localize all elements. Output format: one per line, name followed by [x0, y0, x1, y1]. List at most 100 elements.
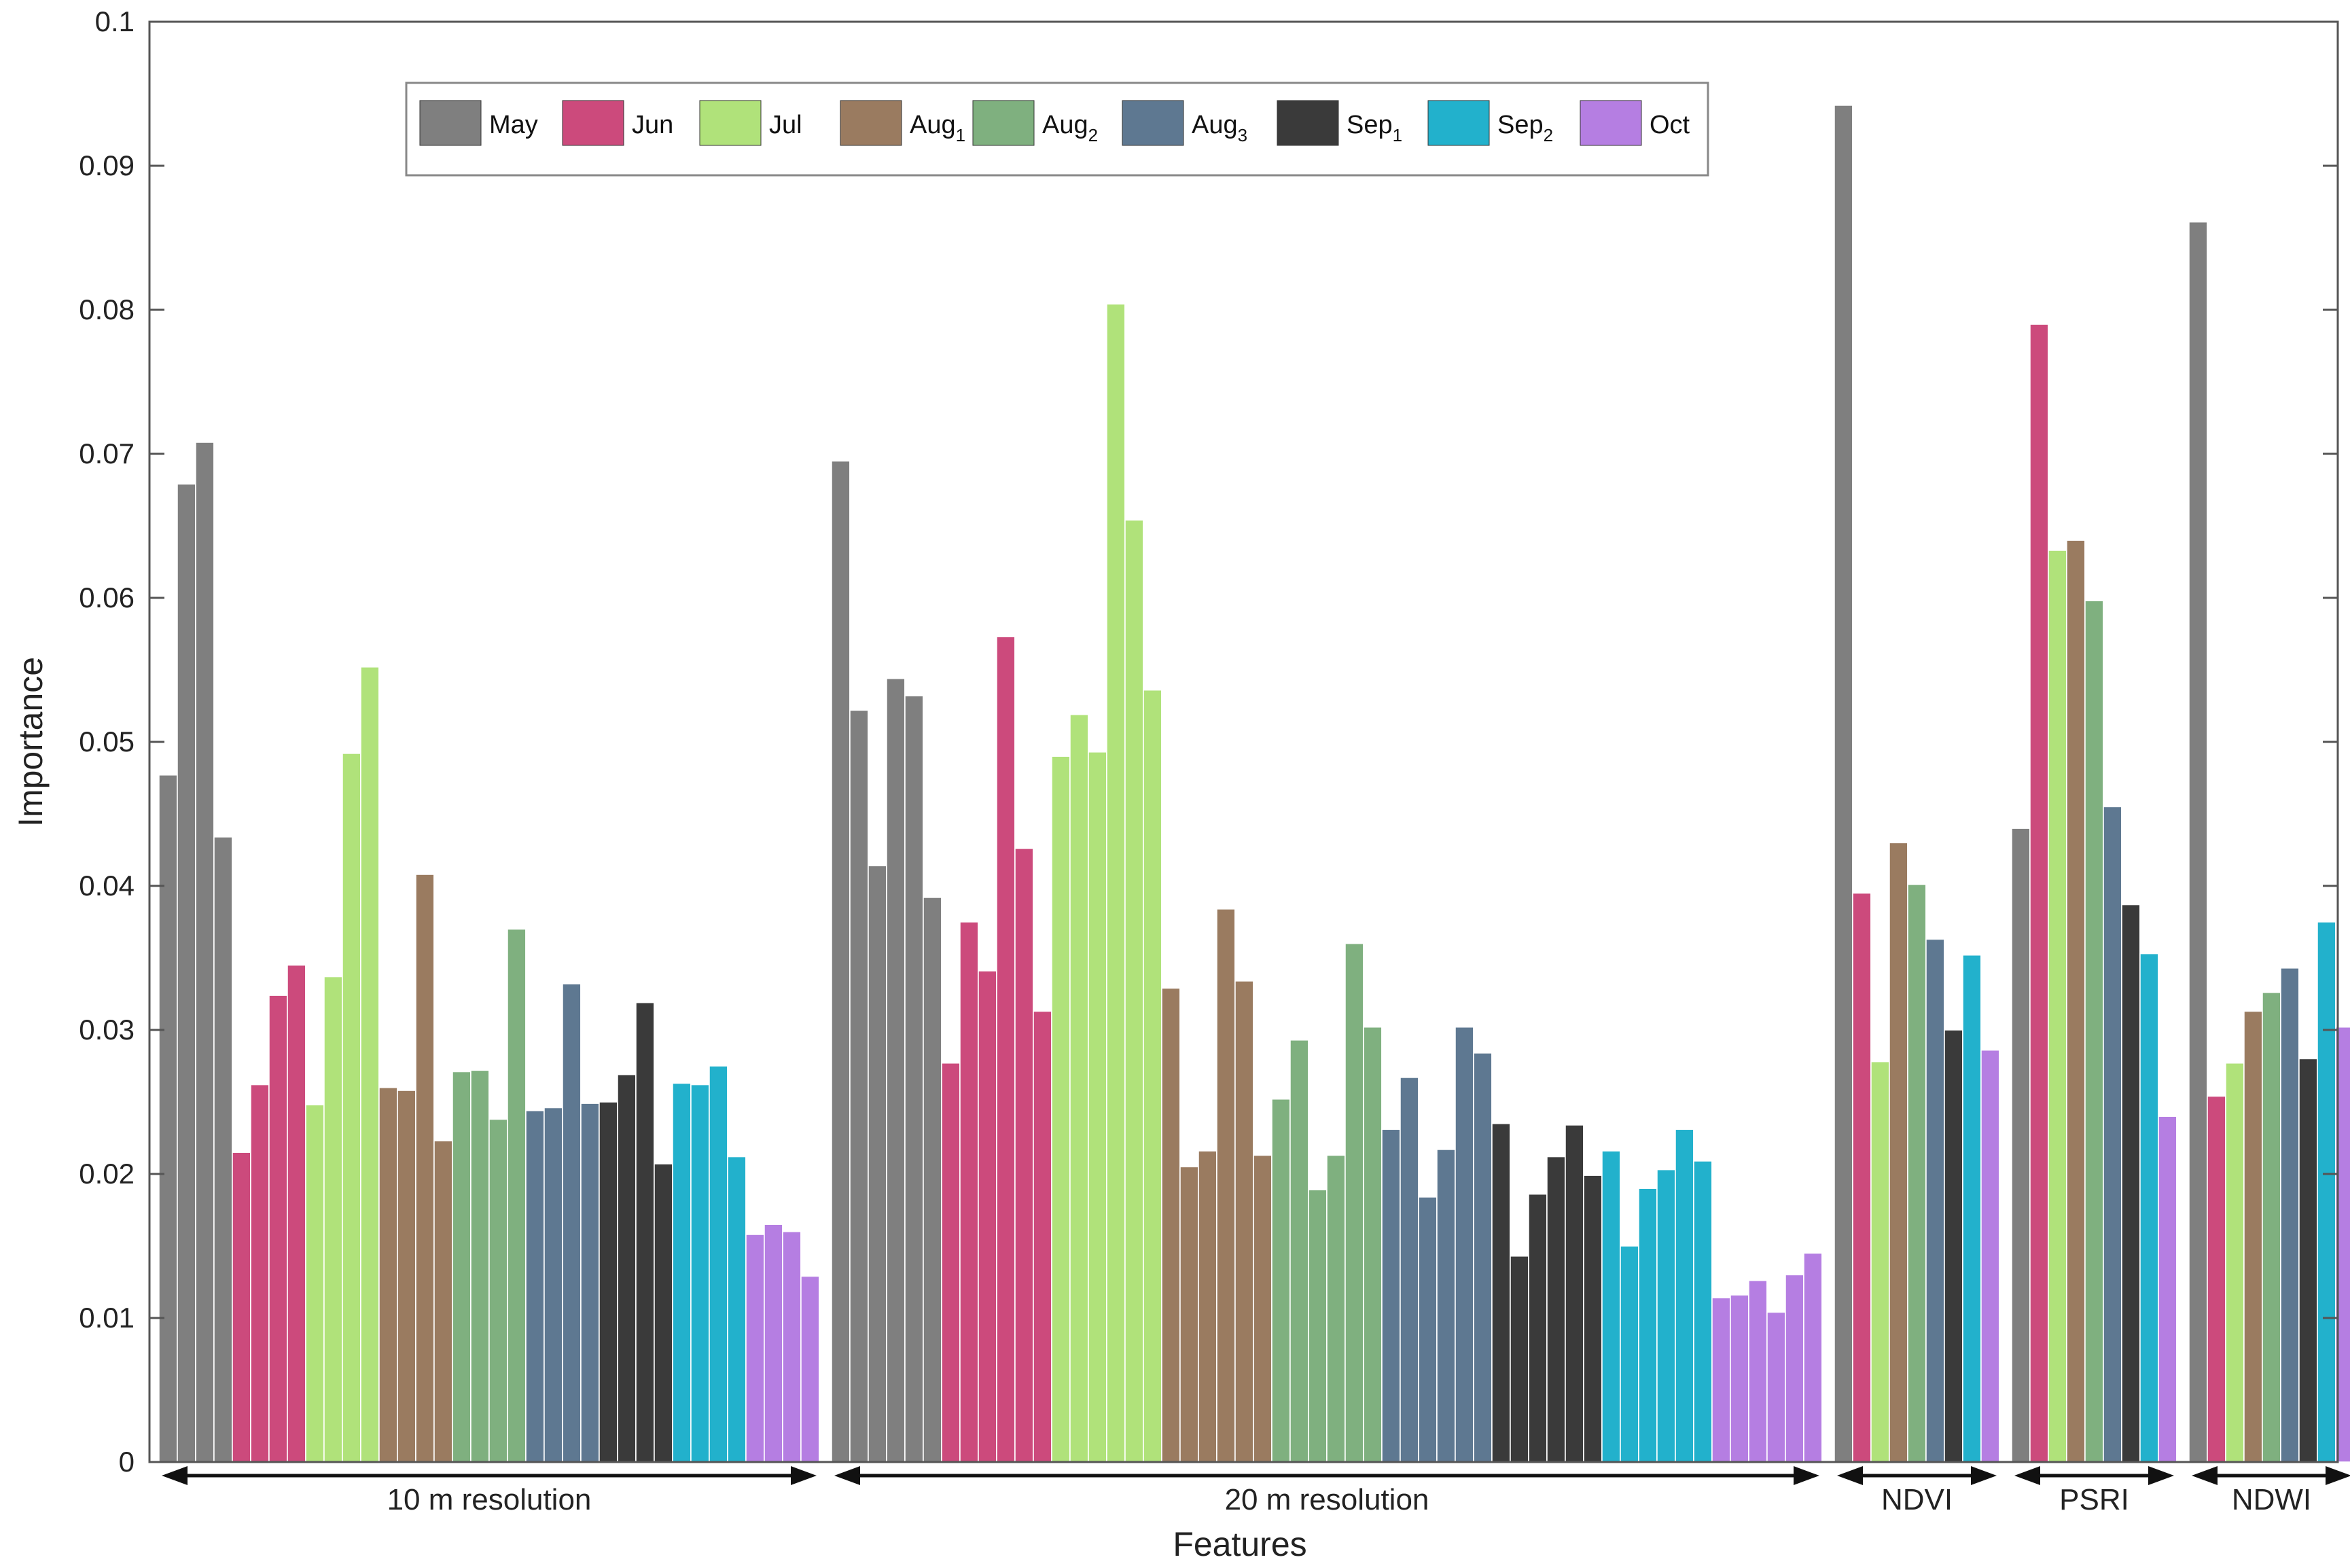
y-tick-label: 0.05 — [79, 726, 135, 758]
bar-ndvi-aug3-1 — [1925, 938, 1945, 1463]
y-tick-label: 0.01 — [79, 1302, 135, 1334]
range-arrowhead-left-10-m-resolution — [162, 1466, 188, 1485]
range-arrowhead-left-psri — [2014, 1466, 2040, 1485]
bar-20-m-resolution-jun-3 — [978, 970, 997, 1463]
bar-10-m-resolution-sep1-4 — [654, 1163, 673, 1463]
bar-psri-sep1-1 — [2121, 904, 2141, 1463]
bar-ndwi-jul-1 — [2225, 1063, 2245, 1463]
bar-20-m-resolution-jul-3 — [1088, 751, 1107, 1463]
bar-10-m-resolution-jul-4 — [360, 666, 380, 1463]
bar-10-m-resolution-may-3 — [195, 442, 215, 1463]
bar-10-m-resolution-aug2-2 — [470, 1069, 490, 1463]
bar-10-m-resolution-aug2-1 — [452, 1071, 471, 1463]
bar-20-m-resolution-jul-2 — [1069, 713, 1089, 1463]
legend-swatch-jul — [699, 100, 762, 146]
bar-10-m-resolution-may-2 — [177, 483, 196, 1463]
bar-psri-aug3-1 — [2103, 806, 2122, 1463]
range-arrowhead-right-psri — [2148, 1466, 2174, 1485]
bar-10-m-resolution-aug2-3 — [488, 1118, 508, 1463]
y-axis-title: Importance — [12, 657, 50, 827]
bar-10-m-resolution-jul-3 — [342, 753, 361, 1463]
bar-20-m-resolution-oct-6 — [1803, 1252, 1823, 1463]
bar-20-m-resolution-aug2-5 — [1345, 943, 1364, 1463]
range-label-psri: PSRI — [2059, 1483, 2129, 1516]
bar-20-m-resolution-aug3-4 — [1436, 1149, 1456, 1463]
bar-psri-may-1 — [2011, 827, 2031, 1463]
legend-swatch-aug2 — [972, 100, 1035, 146]
bar-ndwi-sep1-1 — [2298, 1058, 2318, 1463]
bar-ndwi-oct-1 — [2335, 1027, 2350, 1463]
bar-20-m-resolution-sep1-1 — [1491, 1123, 1511, 1463]
bar-10-m-resolution-jul-2 — [323, 976, 343, 1463]
bar-20-m-resolution-aug1-1 — [1161, 987, 1181, 1463]
bar-ndvi-sep2-1 — [1962, 955, 1982, 1463]
bar-20-m-resolution-jun-1 — [941, 1063, 961, 1463]
bar-20-m-resolution-may-2 — [849, 709, 869, 1463]
bar-10-m-resolution-aug1-3 — [415, 874, 435, 1463]
bar-20-m-resolution-aug2-2 — [1289, 1039, 1309, 1463]
legend-swatch-oct — [1580, 100, 1642, 146]
bar-20-m-resolution-oct-5 — [1785, 1274, 1804, 1463]
bar-20-m-resolution-jun-2 — [959, 921, 979, 1463]
bar-ndvi-jul-1 — [1870, 1061, 1890, 1463]
range-arrowhead-left-20-m-resolution — [834, 1466, 860, 1485]
bar-20-m-resolution-sep2-2 — [1620, 1245, 1639, 1463]
bar-20-m-resolution-oct-4 — [1766, 1311, 1786, 1463]
bar-psri-aug2-1 — [2084, 600, 2104, 1463]
bar-20-m-resolution-aug3-5 — [1455, 1027, 1474, 1463]
y-tick-label: 0.02 — [79, 1158, 135, 1190]
bars-layer — [158, 105, 2350, 1463]
legend-label-jun: Jun — [632, 111, 673, 139]
bar-ndvi-may-1 — [1834, 105, 1853, 1463]
legend-swatch-may — [419, 100, 482, 146]
bar-20-m-resolution-aug2-6 — [1363, 1027, 1383, 1463]
y-tick-label: 0.03 — [79, 1014, 135, 1046]
range-arrowhead-right-ndvi — [1971, 1466, 1997, 1485]
bar-20-m-resolution-oct-3 — [1748, 1280, 1768, 1463]
bar-20-m-resolution-jul-1 — [1051, 755, 1071, 1463]
bar-10-m-resolution-aug1-4 — [433, 1140, 453, 1463]
y-tick-label: 0.1 — [95, 5, 135, 37]
bar-20-m-resolution-aug3-1 — [1381, 1128, 1401, 1463]
bar-10-m-resolution-oct-1 — [745, 1234, 765, 1463]
bar-20-m-resolution-oct-1 — [1711, 1297, 1731, 1463]
range-arrowhead-left-ndvi — [1837, 1466, 1863, 1485]
y-tick-label: 0.08 — [79, 293, 135, 325]
legend-swatch-aug3 — [1122, 100, 1184, 146]
range-label-ndvi: NDVI — [1881, 1483, 1953, 1516]
bar-20-m-resolution-aug1-6 — [1253, 1154, 1272, 1463]
range-label-20-m-resolution: 20 m resolution — [1225, 1483, 1429, 1516]
bar-10-m-resolution-may-4 — [213, 836, 233, 1463]
bar-10-m-resolution-sep2-1 — [672, 1082, 692, 1463]
bar-10-m-resolution-jun-3 — [268, 995, 288, 1463]
bar-ndvi-sep1-1 — [1944, 1029, 1963, 1463]
bar-20-m-resolution-aug2-4 — [1326, 1154, 1346, 1463]
bar-20-m-resolution-aug2-1 — [1271, 1099, 1291, 1463]
bar-20-m-resolution-aug2-3 — [1308, 1189, 1328, 1463]
range-arrowhead-left-ndwi — [2192, 1466, 2218, 1485]
x-axis-title: Features — [1173, 1525, 1306, 1563]
bar-20-m-resolution-jul-5 — [1124, 519, 1144, 1463]
bar-20-m-resolution-sep1-3 — [1528, 1193, 1548, 1463]
bar-20-m-resolution-jul-6 — [1143, 689, 1162, 1463]
bar-20-m-resolution-sep1-5 — [1565, 1124, 1584, 1463]
bar-20-m-resolution-aug3-3 — [1418, 1196, 1438, 1463]
bar-20-m-resolution-aug1-5 — [1234, 980, 1254, 1463]
bar-10-m-resolution-sep1-3 — [635, 1001, 655, 1463]
bar-20-m-resolution-aug3-6 — [1473, 1052, 1493, 1463]
bar-psri-jul-1 — [2048, 550, 2067, 1463]
bar-10-m-resolution-sep1-1 — [599, 1101, 618, 1463]
bar-20-m-resolution-sep2-4 — [1656, 1169, 1676, 1463]
bar-10-m-resolution-jun-2 — [250, 1084, 270, 1463]
legend-label-jul: Jul — [769, 111, 802, 139]
legend-swatch-aug1 — [840, 100, 902, 146]
bar-10-m-resolution-sep1-2 — [617, 1073, 637, 1463]
bar-20-m-resolution-sep1-6 — [1583, 1175, 1603, 1463]
bar-psri-aug1-1 — [2066, 539, 2086, 1463]
range-arrowhead-right-10-m-resolution — [791, 1466, 817, 1485]
bar-20-m-resolution-sep1-2 — [1510, 1255, 1529, 1463]
bar-20-m-resolution-aug1-4 — [1216, 908, 1236, 1463]
bar-20-m-resolution-sep2-1 — [1601, 1150, 1621, 1463]
bar-20-m-resolution-aug1-3 — [1198, 1150, 1217, 1463]
